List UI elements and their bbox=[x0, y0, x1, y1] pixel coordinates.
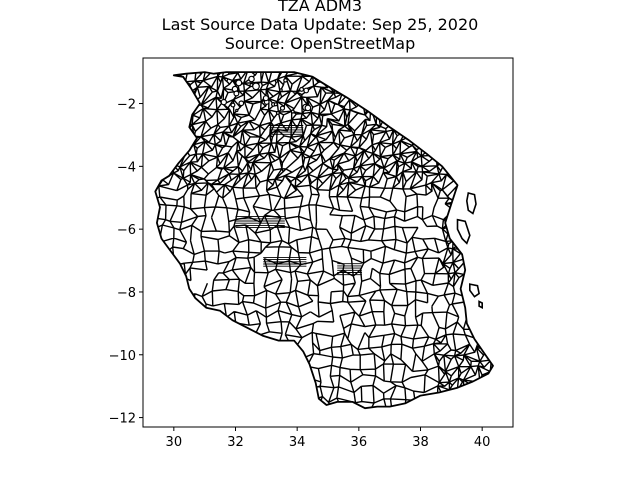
hatched-region-lines bbox=[235, 125, 362, 276]
islet bbox=[279, 88, 283, 92]
islet bbox=[252, 82, 260, 91]
islet bbox=[224, 77, 229, 82]
map-subtitle: Last Source Data Update: Sep 25, 2020 bbox=[161, 15, 479, 34]
x-tick-label: 38 bbox=[412, 435, 429, 450]
map-source: Source: OpenStreetMap bbox=[224, 34, 416, 53]
island-outline bbox=[465, 192, 477, 215]
islet bbox=[290, 109, 295, 114]
y-tick-label: −6 bbox=[117, 223, 136, 238]
island-outline bbox=[456, 218, 471, 245]
islet bbox=[262, 95, 269, 102]
y-tick-label: −12 bbox=[109, 412, 136, 427]
x-tick-label: 40 bbox=[474, 435, 491, 450]
islet bbox=[230, 102, 236, 108]
map-axes: 30 32 34 36 38 40 −2 −4 −6 −8 −10 −12 bbox=[109, 98, 491, 450]
islet bbox=[235, 79, 243, 87]
islet bbox=[238, 100, 245, 107]
country-border bbox=[154, 71, 494, 410]
y-tick-label: −8 bbox=[117, 286, 136, 301]
islet bbox=[279, 105, 286, 111]
islet bbox=[233, 90, 240, 97]
x-tick-label: 32 bbox=[227, 435, 244, 450]
island-outline bbox=[468, 283, 480, 298]
island-outline bbox=[478, 300, 484, 310]
islet bbox=[248, 75, 255, 83]
x-tick-label: 30 bbox=[166, 435, 183, 450]
islet bbox=[274, 79, 279, 83]
x-tick-label: 34 bbox=[289, 435, 306, 450]
islet bbox=[273, 102, 278, 107]
islet bbox=[303, 87, 310, 94]
tanzania-adm3-map bbox=[154, 71, 494, 410]
y-tick-label: −10 bbox=[109, 349, 136, 364]
y-tick-label: −2 bbox=[117, 98, 136, 113]
islet bbox=[275, 110, 280, 115]
map-title-block: TZA ADM3 Last Source Data Update: Sep 25… bbox=[0, 0, 640, 53]
islet bbox=[235, 108, 239, 113]
islet bbox=[293, 90, 297, 95]
plot-area-frame bbox=[142, 57, 514, 428]
islet bbox=[304, 104, 312, 112]
x-tick-label: 36 bbox=[351, 435, 368, 450]
map-title: TZA ADM3 bbox=[277, 0, 362, 15]
islet bbox=[220, 98, 227, 106]
islet bbox=[283, 78, 288, 83]
y-tick-label: −4 bbox=[117, 160, 136, 175]
islet bbox=[299, 86, 305, 92]
